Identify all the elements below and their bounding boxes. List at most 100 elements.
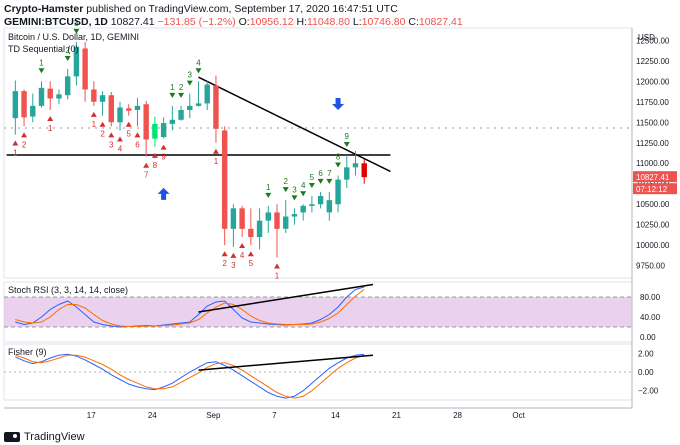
open-value: 10956.12 (249, 16, 294, 28)
candle-body (204, 84, 210, 104)
time-tick-label: 21 (392, 411, 401, 420)
candle-body (117, 107, 123, 123)
fisher-tick-label: −2.00 (638, 387, 659, 396)
td-count-label: 5 (127, 130, 132, 139)
time-tick-label: 7 (272, 411, 277, 420)
td-count-label: 8 (336, 153, 341, 162)
price-tick-label: 10500.00 (636, 200, 670, 209)
candle-body (82, 48, 88, 90)
high-value: 11048.80 (306, 16, 350, 28)
candle-body (239, 208, 245, 229)
price-tick-label: 10000.00 (636, 241, 670, 250)
td-down-triangle (308, 183, 315, 189)
td-count-label: 7 (144, 171, 149, 180)
fisher-tick-label: 2.00 (638, 349, 654, 358)
price-tick-label: 11500.00 (636, 118, 669, 127)
candle-body (38, 87, 45, 106)
td-count-label: 9 (161, 153, 166, 162)
fisher-title: Fisher (9) (8, 347, 47, 357)
rsi-trend-line (198, 283, 374, 313)
td-count-label: 1 (13, 149, 18, 158)
candle-body (64, 76, 71, 96)
currency-label: USD (638, 33, 655, 42)
candle-body (248, 228, 254, 238)
price-tick-label: 12000.00 (636, 77, 670, 86)
td-up-triangle (230, 252, 237, 258)
countdown-box (633, 183, 677, 195)
candle-body (300, 205, 306, 213)
td-count-label: 6 (318, 169, 323, 178)
td-down-triangle (300, 191, 307, 197)
candle-body (274, 212, 280, 229)
td-count-label: 4 (196, 58, 201, 67)
price-tick-label: 12250.00 (636, 57, 670, 66)
time-tick-label: Oct (512, 411, 525, 420)
td-count-label: 4 (301, 181, 306, 190)
candle-body (265, 212, 271, 221)
candle-body (12, 91, 19, 119)
td-count-label: 9 (345, 132, 350, 141)
td-count-label: 5 (310, 173, 315, 182)
time-tick-label: 24 (148, 411, 157, 420)
open-label: O: (238, 16, 250, 28)
candle-body (230, 208, 237, 229)
price-change: −131.85 (−1.2%) (157, 16, 236, 28)
td-up-triangle (21, 132, 28, 138)
close-label: C: (408, 16, 419, 28)
td-count-label: 3 (74, 19, 79, 28)
td-up-triangle (108, 132, 115, 138)
price-tick-label: 12500.00 (636, 36, 670, 45)
td-up-triangle (151, 152, 158, 158)
td-count-label: 2 (22, 140, 27, 149)
indicator-title: TD Sequential (0) (8, 44, 79, 54)
td-up-triangle (125, 121, 132, 127)
td-down-triangle (343, 142, 350, 148)
td-up-triangle (212, 148, 219, 154)
rsi-tick-label: 0.00 (640, 333, 656, 342)
td-count-label: 3 (109, 140, 114, 149)
price-tick-label: 9750.00 (636, 262, 665, 271)
fisher-signal-line (15, 354, 365, 399)
candle-body (21, 91, 27, 118)
td-count-label: 3 (231, 261, 236, 270)
candle-body (134, 105, 141, 110)
candle-body (152, 123, 158, 139)
high-label: H: (296, 16, 307, 28)
td-down-triangle (282, 187, 289, 193)
td-up-triangle (143, 162, 150, 168)
price-tick-label: 11250.00 (636, 139, 669, 148)
candle-body (344, 167, 350, 180)
candle-body (91, 89, 97, 102)
candle-body (361, 163, 367, 178)
rsi-tick-label: 40.00 (640, 313, 661, 322)
fisher-tick-label: 0.00 (638, 368, 654, 377)
candle-body (317, 196, 324, 205)
td-count-label: 1 (39, 58, 44, 67)
fisher-pane-frame (3, 343, 633, 401)
time-tick-label: 17 (87, 411, 96, 420)
td-up-triangle (160, 144, 167, 150)
low-label: L: (352, 16, 362, 28)
candle-body (108, 95, 114, 123)
td-up-triangle (117, 136, 124, 142)
fisher-trend-line (198, 354, 374, 371)
candle-body (160, 123, 167, 138)
price-pane-frame (3, 27, 633, 279)
candle-body (73, 46, 80, 77)
axes: Bitcoin / U.S. Dollar, 1D, GEMINI TD Sequ… (8, 32, 677, 420)
td-up-triangle (90, 111, 97, 117)
td-up-triangle (12, 140, 19, 146)
td-count-label: 8 (153, 161, 158, 170)
td-count-label: 4 (118, 144, 123, 153)
candle-body (221, 130, 228, 229)
td-count-label: 3 (188, 71, 193, 80)
blue-signal-arrow-icon (332, 97, 345, 110)
td-down-triangle (195, 68, 202, 74)
candle-body (47, 88, 53, 99)
candle-body (326, 200, 333, 213)
brand-name[interactable]: TradingView (24, 431, 85, 443)
main-pane-title: Bitcoin / U.S. Dollar, 1D, GEMINI (8, 32, 139, 42)
publisher-name[interactable]: Crypto-Hamster (4, 3, 84, 15)
candle-body (213, 85, 219, 129)
